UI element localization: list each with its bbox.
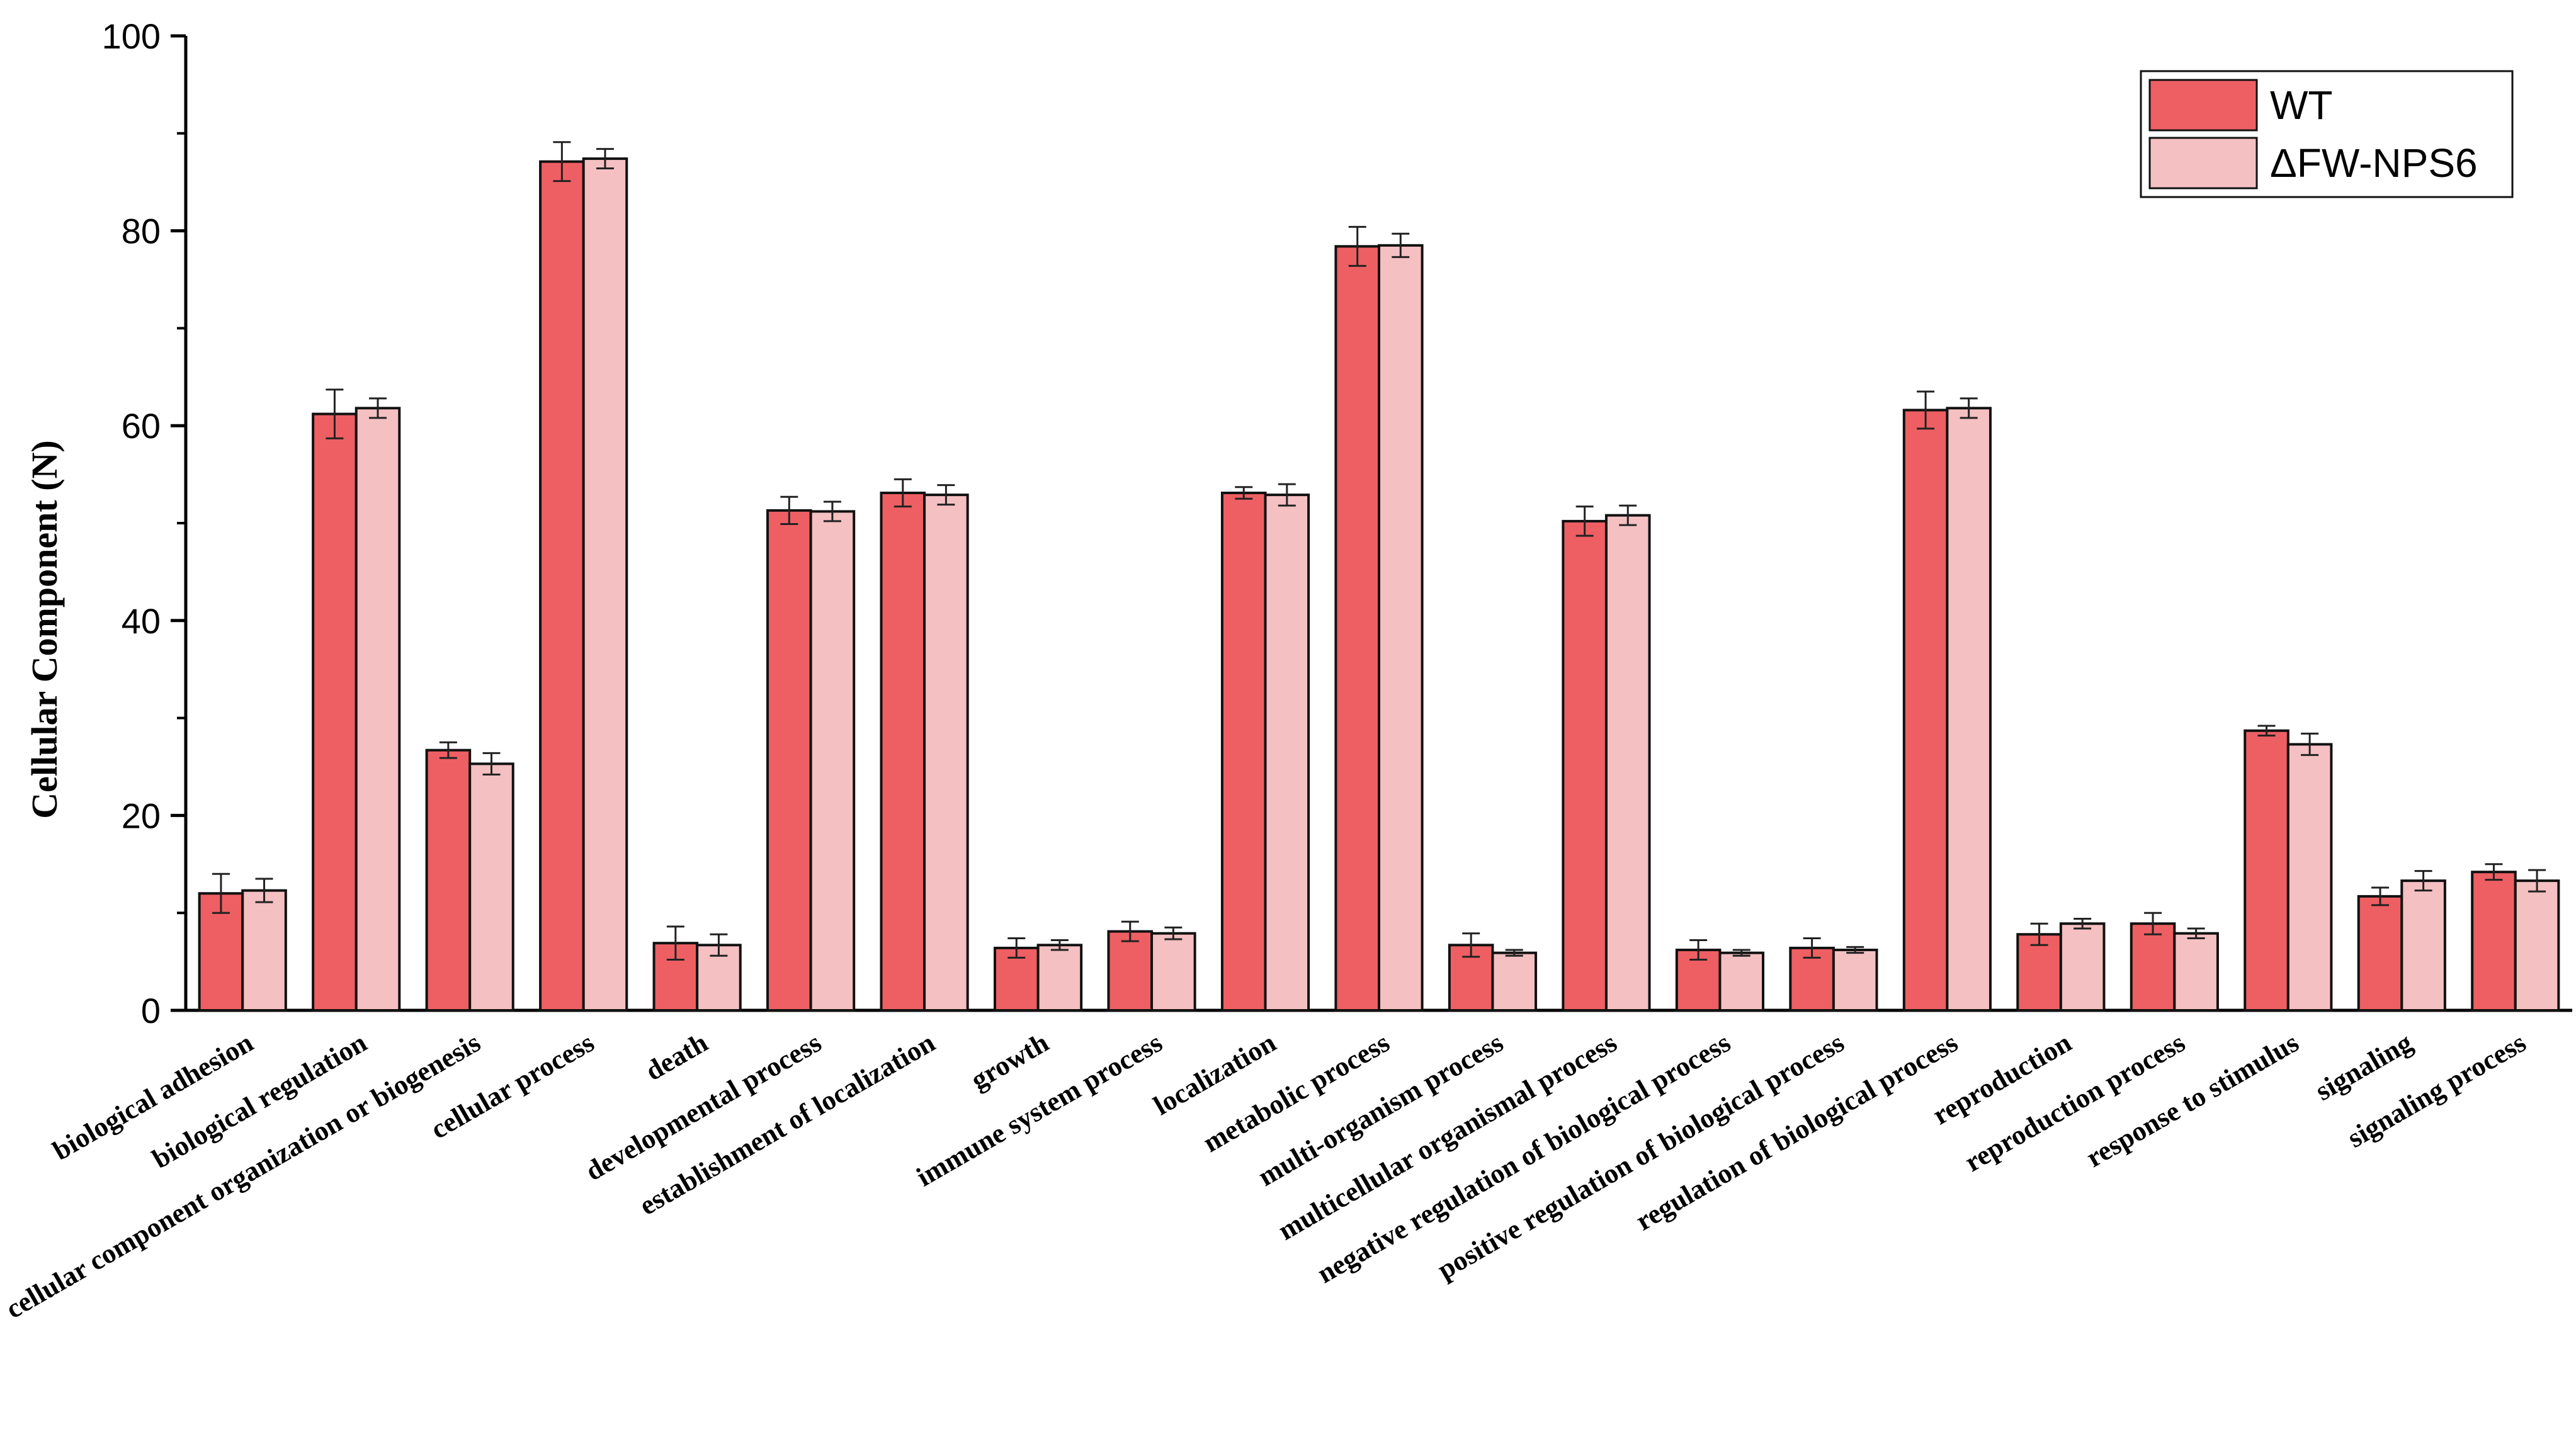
bar-dfw-nps6 (1718, 951, 1765, 1012)
y-tick-label: 80 (122, 212, 161, 251)
bar-wt (312, 412, 358, 1012)
bar-dfw-nps6 (2173, 932, 2219, 1012)
y-axis-label: Cellular Component (N) (24, 440, 65, 818)
bar-dfw-nps6 (582, 157, 628, 1012)
x-category-label: cellular component organization or bioge… (1, 1027, 485, 1324)
bar-dfw-nps6 (2286, 743, 2333, 1012)
x-category-label: reproduction process (1960, 1027, 2190, 1178)
bar-wt (2244, 729, 2289, 1012)
bar-dfw-nps6 (1491, 951, 1538, 1012)
legend-label-wt: WT (2270, 82, 2333, 128)
bar-dfw-nps6 (1150, 932, 1196, 1012)
legend-label-dfw-nps6: ΔFW-NPS6 (2270, 140, 2478, 186)
bar-dfw-nps6 (468, 762, 514, 1012)
bar-dfw-nps6 (1378, 244, 1424, 1012)
y-tick-label: 0 (141, 991, 161, 1030)
bar-dfw-nps6 (1946, 407, 1992, 1012)
legend: WT ΔFW-NPS6 (2140, 70, 2514, 198)
x-category-label: death (640, 1027, 713, 1087)
bar-wt (880, 492, 926, 1012)
bar-wt (1107, 930, 1154, 1012)
x-category-label: growth (965, 1027, 1053, 1095)
bar-wt (2130, 922, 2176, 1012)
y-tick-label: 60 (122, 406, 161, 446)
bar-dfw-nps6 (923, 494, 969, 1012)
bar-dfw-nps6 (809, 510, 856, 1012)
bar-dfw-nps6 (241, 889, 287, 1012)
x-category-label: metabolic process (1198, 1027, 1395, 1158)
bar-dfw-nps6 (2059, 922, 2106, 1012)
bar-dfw-nps6 (1264, 494, 1310, 1012)
bar-wt (1220, 492, 1267, 1012)
bar-dfw-nps6 (1036, 944, 1083, 1012)
x-category-label: response to stimulus (2081, 1027, 2304, 1173)
bar-dfw-nps6 (2514, 879, 2560, 1012)
bar-dfw-nps6 (2400, 879, 2446, 1012)
legend-swatch-wt (2148, 79, 2258, 132)
bar-wt (1562, 519, 1608, 1012)
bar-wt (1902, 409, 1949, 1012)
bar-wt (766, 509, 812, 1012)
bar-wt (2357, 895, 2403, 1012)
bar-wt (1334, 245, 1380, 1012)
x-category-label: positive regulation of biological proces… (1432, 1027, 1849, 1285)
bar-wt (425, 748, 472, 1012)
bar-dfw-nps6 (355, 407, 401, 1012)
bar-dfw-nps6 (1604, 514, 1651, 1012)
y-tick-label: 40 (122, 601, 161, 641)
x-category-label: negative regulation of biological proces… (1312, 1027, 1735, 1289)
y-tick-label: 100 (102, 16, 161, 56)
bar-wt (2471, 871, 2517, 1012)
legend-swatch-dfw-nps6 (2148, 137, 2258, 189)
bar-dfw-nps6 (1832, 949, 1878, 1012)
y-tick-label: 20 (122, 796, 161, 835)
bar-wt (539, 160, 585, 1012)
